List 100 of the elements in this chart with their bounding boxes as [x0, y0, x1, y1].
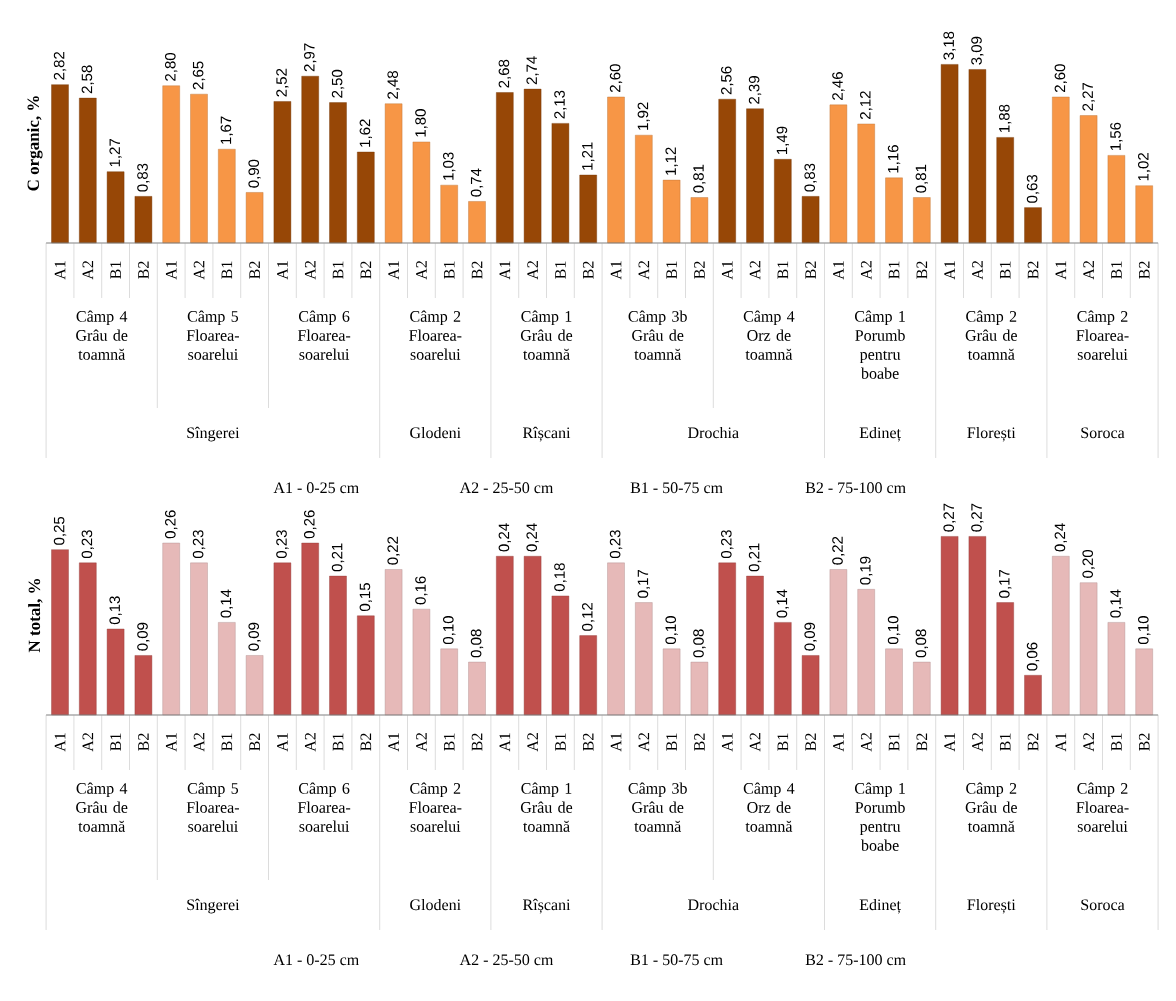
- bar: [51, 84, 69, 244]
- bar: [885, 648, 903, 716]
- bar: [913, 661, 931, 716]
- text: A1 - 0-25 cm: [273, 954, 359, 966]
- text: Florești: [967, 426, 1016, 442]
- data-label: 0,14: [1110, 589, 1123, 618]
- data-label: 2,50: [331, 69, 345, 98]
- bar: [940, 64, 959, 244]
- bar: [329, 102, 347, 244]
- data-label: 0,09: [248, 622, 261, 651]
- x-tick-label: A1: [277, 261, 288, 280]
- bar: [106, 628, 125, 716]
- bar: [1052, 556, 1070, 716]
- data-label: 2,68: [498, 59, 511, 88]
- x-tick-label: A2: [527, 733, 538, 752]
- bar: [940, 536, 959, 716]
- data-label: 1,67: [220, 116, 233, 144]
- x-tick-label: B2: [360, 733, 372, 751]
- bar: [496, 92, 514, 244]
- data-label: 0,13: [109, 596, 122, 625]
- text: Edineț: [859, 898, 901, 914]
- data-label: 0,83: [804, 163, 817, 192]
- bar: [635, 602, 653, 716]
- text: Drochia: [687, 898, 739, 911]
- bar: [162, 542, 180, 716]
- bar: [746, 108, 764, 244]
- bar: [885, 177, 903, 244]
- x-tick-label: B2: [916, 261, 928, 279]
- data-label: 2,65: [192, 61, 206, 90]
- data-label: 1,02: [1138, 153, 1151, 181]
- bar: [329, 575, 347, 716]
- text: A2 - 25-50 cm: [459, 482, 554, 494]
- data-label: 0,81: [915, 164, 928, 193]
- x-tick-label: A2: [193, 733, 205, 752]
- bar: [190, 562, 208, 716]
- data-label: 1,80: [415, 109, 428, 137]
- text: A2 - 25-50 cm: [459, 954, 554, 966]
- x-tick-label: B1: [555, 733, 566, 751]
- text: Sîngerei: [187, 426, 240, 442]
- text: Edineț: [859, 426, 901, 442]
- data-label: 0,23: [276, 530, 289, 559]
- text: Câmp 1 Porumb pentru boabe: [854, 782, 905, 851]
- bar: [829, 569, 848, 716]
- x-tick-label: B2: [916, 733, 928, 751]
- data-label: 0,24: [1054, 523, 1067, 552]
- text: Câmp 3b Grâu de toamnă: [628, 310, 687, 360]
- bar: [662, 648, 681, 716]
- bar: [218, 149, 236, 244]
- data-label: 0,08: [693, 629, 706, 658]
- x-tick-label: A1: [277, 733, 288, 752]
- text: Câmp 6 Floarea-soarelui: [297, 310, 351, 360]
- data-label: 0,83: [137, 163, 150, 192]
- bar: [913, 197, 931, 244]
- x-tick-label: B1: [110, 733, 121, 751]
- x-tick-label: A2: [82, 261, 94, 280]
- bar: [412, 608, 431, 716]
- bar: [1052, 96, 1070, 244]
- bar: [523, 88, 542, 244]
- x-tick-label: B1: [443, 261, 455, 279]
- data-label: 0,10: [1138, 616, 1151, 645]
- bar: [801, 196, 820, 244]
- data-label: 0,26: [304, 510, 317, 539]
- bar: [384, 103, 403, 244]
- x-tick-label: A2: [193, 261, 205, 280]
- bar: [468, 201, 486, 244]
- data-label: 0,12: [582, 602, 595, 631]
- bar: [245, 192, 264, 244]
- data-label: 0,27: [971, 503, 984, 532]
- x-tick-label: A1: [1055, 733, 1067, 752]
- bar: [468, 661, 486, 716]
- x-tick-label: B1: [666, 733, 677, 751]
- text: Drochia: [688, 426, 739, 439]
- bar: [607, 562, 625, 716]
- data-label: 1,92: [637, 102, 650, 130]
- bar: [551, 123, 570, 244]
- bar: [718, 562, 736, 716]
- x-tick-label: B2: [249, 733, 260, 751]
- data-label: 0,20: [1082, 549, 1095, 578]
- x-tick-label: B1: [888, 733, 900, 751]
- x-tick-label: B2: [360, 261, 372, 279]
- bar: [440, 648, 458, 716]
- data-label: 1,49: [776, 126, 789, 154]
- data-label: 1,21: [582, 142, 595, 170]
- bar: [301, 542, 319, 716]
- data-label: 0,10: [665, 616, 678, 645]
- x-tick-label: A2: [638, 261, 650, 280]
- x-tick-label: A1: [54, 733, 66, 752]
- data-label: 0,06: [1026, 642, 1040, 671]
- data-label: 0,26: [165, 510, 178, 539]
- text: Câmp 5 Floarea-soarelui: [186, 782, 239, 832]
- data-label: 0,63: [1026, 174, 1040, 203]
- text: Câmp 2 Grâu de toamnă: [965, 310, 1017, 360]
- x-tick-label: B1: [221, 733, 233, 751]
- bar: [106, 171, 125, 244]
- bar: [357, 151, 375, 244]
- text: B2 - 75-100 cm: [805, 482, 906, 494]
- data-label: 2,60: [609, 64, 623, 93]
- text: Câmp 1 Grâu de toamnă: [520, 310, 573, 360]
- bar: [496, 556, 514, 716]
- data-label: 0,24: [498, 523, 511, 552]
